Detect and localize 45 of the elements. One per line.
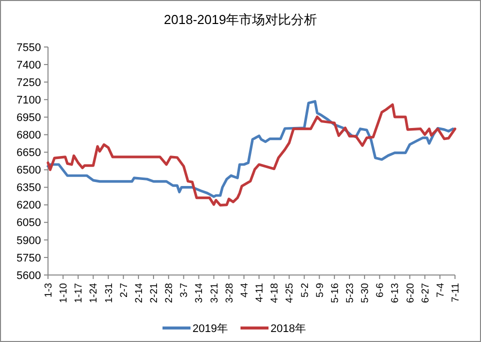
y-tick-label: 5900 — [16, 234, 41, 247]
y-tick-label: 7400 — [16, 59, 41, 72]
x-tick-label: 2-28 — [164, 282, 176, 304]
x-tick-label: 7-11 — [450, 282, 462, 302]
legend-label: 2019年 — [192, 322, 228, 335]
y-tick-label: 6650 — [16, 147, 41, 160]
x-tick-label: 6-13 — [390, 282, 402, 304]
x-tick-label: 3-7 — [179, 282, 190, 298]
y-tick-label: 6800 — [16, 130, 41, 142]
x-tick-label: 4-11 — [254, 282, 266, 302]
y-tick-label: 7100 — [16, 94, 41, 106]
x-tick-label: 5-2 — [300, 282, 311, 298]
x-tick-label: 3-28 — [224, 282, 236, 304]
x-tick-label: 5-30 — [360, 282, 372, 304]
legend-label: 2018年 — [270, 322, 306, 335]
x-tick-label: 1-17 — [74, 282, 85, 304]
x-tick-label: 4-25 — [284, 282, 296, 304]
y-tick-label: 6950 — [16, 112, 41, 124]
y-tick-label: 5750 — [16, 252, 41, 264]
x-tick-label: 5-9 — [314, 282, 326, 298]
y-tick-label: 5600 — [16, 270, 41, 282]
x-tick-label: 3-21 — [209, 282, 220, 304]
x-tick-label: 6-6 — [375, 282, 386, 298]
y-tick-label: 7550 — [16, 42, 41, 54]
y-tick-label: 6200 — [16, 200, 41, 212]
x-tick-label: 2-7 — [118, 282, 130, 298]
x-tick-label: 2-14 — [134, 282, 145, 304]
x-tick-label: 2-21 — [149, 282, 160, 304]
y-tick-label: 7250 — [16, 76, 41, 89]
x-tick-label: 1-24 — [88, 282, 100, 304]
x-tick-label: 4-4 — [239, 282, 250, 298]
x-tick-label: 5-23 — [344, 282, 356, 304]
y-tick-label: 6350 — [16, 182, 41, 194]
x-tick-label: 3-14 — [194, 282, 206, 304]
chart-title: 2018-2019年市场对比分析 — [164, 12, 318, 27]
x-tick-label: 7-4 — [435, 282, 446, 298]
x-tick-label: 5-16 — [330, 282, 341, 304]
x-tick-label: 1-31 — [104, 282, 115, 304]
y-tick-label: 6050 — [16, 217, 41, 230]
x-tick-label: 6-27 — [420, 282, 432, 304]
x-tick-label: 1-10 — [58, 282, 70, 304]
x-tick-label: 4-18 — [270, 282, 281, 304]
x-tick-label: 1-3 — [44, 282, 54, 298]
x-tick-label: 6-20 — [405, 282, 416, 304]
y-tick-label: 6500 — [16, 164, 41, 177]
